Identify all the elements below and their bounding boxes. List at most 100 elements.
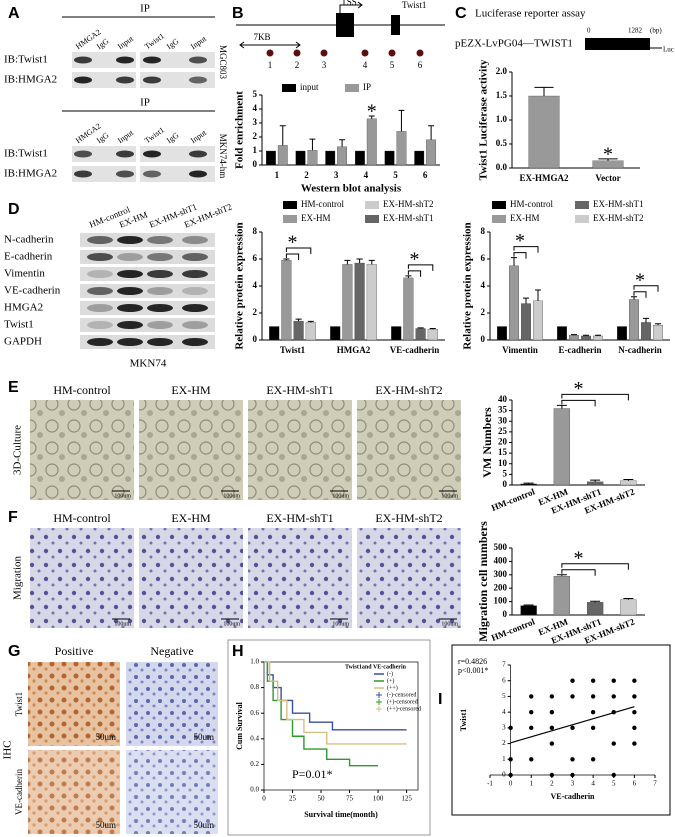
blot-band (87, 338, 113, 346)
site-label: 1 (268, 60, 273, 70)
ip-label: IP (140, 3, 150, 15)
error-bar (556, 404, 567, 409)
column-label: HM-control (53, 511, 111, 525)
y-axis-title: Twist1 (459, 709, 468, 732)
bar (307, 150, 318, 166)
site-label: 3 (322, 60, 327, 70)
reporter-label: Luc (663, 46, 674, 54)
y-axis-title: Twist1 Luciferase activity (478, 59, 490, 180)
y-axis-title: Relative protein expression (462, 222, 474, 349)
bar (620, 599, 637, 616)
legend-label: HM-control (301, 199, 344, 209)
bar (553, 408, 571, 486)
error-bar (643, 317, 649, 323)
micrograph (30, 528, 134, 628)
micrograph (139, 528, 243, 628)
legend-swatch (492, 215, 506, 223)
blot-strip (72, 72, 136, 88)
micrograph (30, 400, 134, 500)
x-tick-label: -1 (487, 780, 493, 788)
bar (337, 146, 347, 166)
bar (557, 326, 567, 341)
blot-band (143, 76, 161, 84)
y-tick-label: 8 (481, 226, 486, 236)
x-tick-label: 1 (275, 170, 280, 180)
y-tick-label: 0.8 (250, 683, 259, 691)
significance-bracket (633, 291, 647, 298)
error-bar (534, 86, 554, 96)
bar (520, 605, 537, 616)
x-tick-label: 5 (393, 170, 398, 180)
stat-annotation: p<0.001* (458, 666, 489, 675)
x-axis-title: Western blot analysis (301, 183, 402, 195)
blot-band (117, 287, 143, 295)
y-tick-label: 15 (498, 447, 508, 457)
blot-band (143, 150, 161, 158)
legend-swatch (365, 201, 379, 209)
exon (391, 15, 400, 35)
lane-label: Twist1 (143, 31, 166, 51)
error-bar (405, 275, 412, 278)
significance-star: * (367, 101, 377, 123)
x-tick-label: 6 (633, 780, 637, 788)
scatter-point (508, 725, 513, 731)
distance-arrow (239, 41, 301, 49)
scale-bar-label: 100um (223, 621, 240, 627)
legend-label: HM-control (510, 199, 553, 209)
panel-letter: C (455, 5, 467, 22)
lane-label: IgG (95, 36, 111, 51)
blot-strip (140, 52, 215, 68)
significance-bracket (561, 393, 629, 401)
error-bar (556, 574, 567, 577)
x-tick-label: 2 (304, 170, 309, 180)
error-bar (523, 297, 529, 304)
scale-bar-label: 50um (95, 820, 116, 830)
site-dot (388, 49, 396, 57)
blot-band (189, 56, 207, 64)
error-bar (295, 318, 302, 322)
column-label: HM-control (53, 383, 111, 397)
y-tick-label: 100 (494, 596, 508, 606)
bar (366, 264, 377, 341)
blot-band (182, 338, 208, 346)
scatter-point (611, 678, 616, 683)
blot-band (182, 304, 208, 312)
bar (355, 150, 365, 166)
x-tick-label: HMGA2 (337, 345, 371, 355)
row-label: IB:HMGA2 (4, 168, 57, 180)
x-tick-label: Vimentin (502, 345, 538, 355)
bar (415, 328, 426, 341)
column-label: Negative (150, 644, 193, 658)
error-bar (590, 600, 601, 603)
legend-label: (-) (387, 670, 393, 677)
blot-band (147, 304, 173, 312)
y-tick-label: 10 (498, 458, 508, 468)
legend-label: EX-HM (301, 213, 331, 223)
lane-label: Input (189, 34, 209, 52)
scatter-point (632, 678, 637, 683)
legend-label: IP (363, 82, 371, 92)
scatter-point (590, 757, 596, 762)
x-tick-label: Twist1 (280, 345, 306, 355)
bar (403, 277, 414, 341)
bar (305, 322, 316, 341)
error-bar (590, 479, 601, 482)
y-tick-label: 6 (481, 253, 486, 263)
x-tick-label: 6 (423, 170, 428, 180)
error-bar (623, 478, 634, 481)
legend-label: (++) (387, 684, 398, 691)
row-label: VE-cadherin (4, 285, 61, 297)
significance-star: * (410, 248, 420, 270)
y-tick-label: 1 (502, 755, 506, 763)
lane-label: Input (116, 128, 136, 146)
scatter-point (508, 757, 513, 762)
legend-title: Twist1and VE-cadherin (345, 664, 407, 670)
scatter-point (529, 709, 534, 715)
legend-swatch (282, 84, 296, 92)
micrograph (139, 400, 243, 500)
legend-swatch (345, 84, 359, 92)
x-tick-label: 2 (550, 780, 554, 788)
blot-band (117, 270, 143, 278)
x-tick-label: E-cadherin (558, 345, 601, 355)
